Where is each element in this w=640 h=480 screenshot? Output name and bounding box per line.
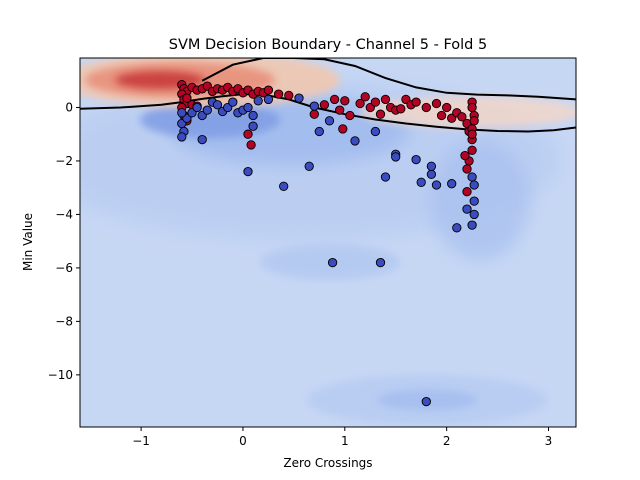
red-point [182,93,192,103]
red-point [335,105,345,115]
blue-point [294,93,304,103]
blue-point [202,105,212,115]
blue-point [248,110,258,121]
blue-point [426,169,437,179]
red-point [411,97,421,107]
blue-point [452,223,462,233]
blue-point [431,180,442,190]
blue-point [253,96,263,106]
blue-point [467,220,477,230]
red-point [380,94,391,105]
blue-point [248,121,258,131]
red-point [442,102,452,113]
data-points [177,80,479,407]
red-point [467,102,477,113]
blue-point [324,116,335,126]
red-point [467,129,477,139]
blue-point [411,154,421,165]
red-point [345,110,355,121]
blue-point [243,102,253,113]
blue-point [197,134,207,145]
y-axis-ticks: 0 −2 −4 −6 −8 −10 [48,100,80,382]
red-point [462,164,472,174]
y-axis-title: Min Value [21,213,35,271]
red-point [284,90,294,101]
red-point [246,140,256,150]
blue-point [212,100,223,110]
blue-point [370,126,381,137]
y-tick-label: −2 [55,154,73,168]
blue-point [426,161,437,171]
blue-region-right [430,140,530,260]
plot-frame [79,57,577,428]
x-tick-label: 1 [341,434,349,448]
blue-point [421,396,431,407]
y-tick-label: 0 [65,100,73,114]
blue-point [350,136,360,146]
blue-point [467,172,477,182]
y-tick-label: −6 [55,261,73,275]
blue-point [279,181,289,191]
blue-point [314,126,324,137]
red-point [469,116,479,126]
red-point [431,98,442,109]
red-point [460,150,470,161]
red-point [273,89,284,99]
red-point [243,129,253,139]
x-tick-label: 0 [239,434,247,448]
blue-point [469,196,479,206]
red-point [421,102,431,113]
blue-point [416,177,426,187]
red-point [375,109,386,119]
blue-point [304,161,314,171]
red-point [370,97,381,107]
chart-title: SVM Decision Boundary - Channel 5 - Fold… [169,37,487,53]
boundary-line-2 [201,58,576,101]
red-point [309,109,319,119]
blue-point [243,166,253,177]
blue-point [469,180,479,190]
red-point [467,145,477,155]
red-point [338,124,348,134]
blue-point [391,152,401,162]
x-tick-label: 3 [545,434,553,448]
x-tick-label: −1 [132,434,150,448]
blue-point [192,102,202,113]
red-point [462,187,472,197]
red-point [355,98,365,109]
x-tick-label: 2 [443,434,451,448]
y-tick-label: −10 [48,368,73,382]
blue-point [469,209,479,220]
blue-point [263,94,274,105]
red-point [263,85,274,95]
blue-point [462,204,472,214]
y-tick-label: −4 [55,207,73,221]
x-axis-ticks: −1 0 1 2 3 [132,427,552,448]
blue-point [177,132,187,142]
red-point [457,112,467,122]
blue-point [177,108,187,118]
blue-point [327,257,338,268]
blue-point [228,97,238,107]
blue-point [309,101,319,111]
blue-point [380,172,391,182]
red-point [396,104,406,114]
red-point [436,110,447,121]
red-point [340,96,350,106]
x-axis-title: Zero Crossings [283,456,372,470]
y-tick-label: −8 [55,314,73,328]
red-point [360,92,370,102]
red-point [319,100,330,110]
red-point [329,94,340,105]
blue-point [375,257,386,268]
blue-point [447,179,457,189]
